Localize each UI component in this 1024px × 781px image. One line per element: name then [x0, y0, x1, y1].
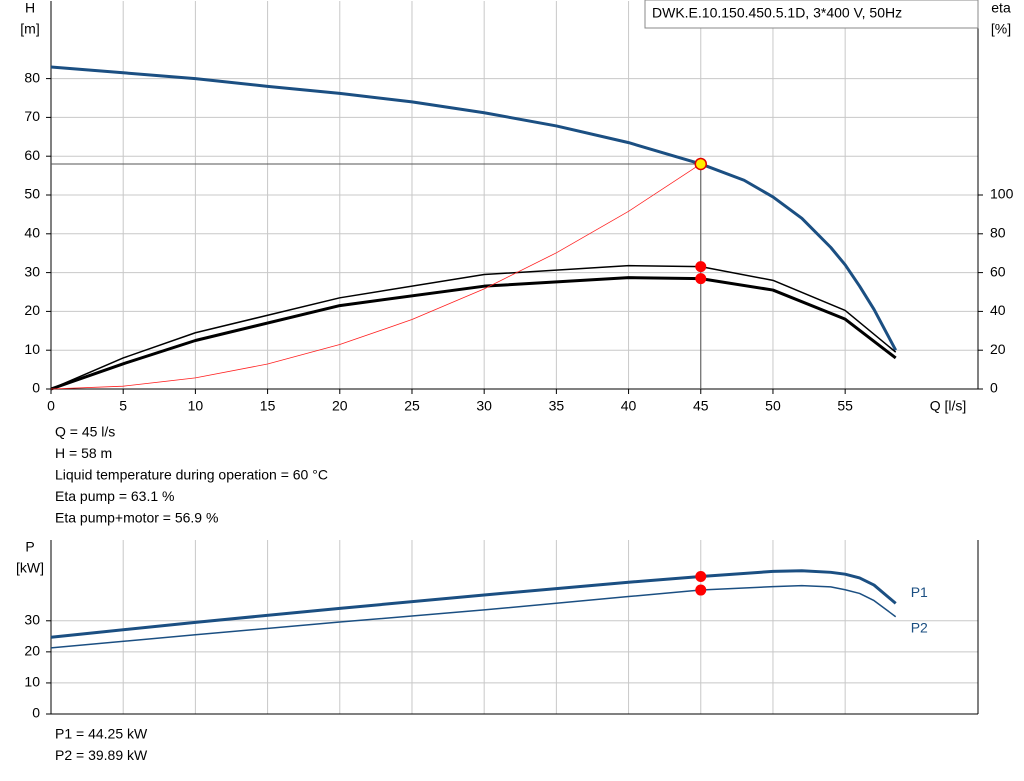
y2-tick-label: 20: [990, 341, 1006, 357]
x-tick-label: 35: [549, 398, 565, 414]
x-tick-label: 55: [837, 398, 853, 414]
x-tick-label: 25: [404, 398, 420, 414]
annotation: Eta pump = 63.1 %: [55, 488, 174, 504]
y-tick-label: 20: [24, 302, 40, 318]
y-axis-label: P: [25, 539, 34, 555]
x-tick-label: 10: [188, 398, 204, 414]
y2-tick-label: 80: [990, 225, 1006, 241]
y-tick-label: 0: [32, 705, 40, 721]
curve: [50, 276, 897, 391]
annotation: P1 = 44.25 kW: [55, 726, 148, 742]
annotation: H = 58 m: [55, 445, 112, 461]
legend-label: P1: [911, 584, 928, 600]
y2-axis-label: [%]: [991, 21, 1011, 37]
y-axis-label: [kW]: [16, 560, 44, 576]
annotation: Q = 45 l/s: [55, 424, 115, 440]
x-tick-label: 15: [260, 398, 276, 414]
curve: [50, 569, 897, 639]
duty-point: [695, 273, 707, 285]
y-tick-label: 40: [24, 225, 40, 241]
curve: [50, 264, 897, 390]
y2-axis-label: eta: [991, 0, 1011, 16]
y-tick-label: 70: [24, 108, 40, 124]
y2-tick-label: 40: [990, 302, 1006, 318]
y-tick-label: 30: [24, 611, 40, 627]
y-tick-label: 60: [24, 147, 40, 163]
curve: [50, 163, 701, 390]
duty-point: [695, 571, 707, 583]
annotation: Eta pump+motor = 56.9 %: [55, 510, 218, 526]
x-tick-label: 0: [47, 398, 55, 414]
y-tick-label: 10: [24, 341, 40, 357]
x-axis-label: Q [l/s]: [930, 398, 967, 414]
y2-tick-label: 60: [990, 263, 1006, 279]
x-tick-label: 5: [119, 398, 127, 414]
y2-tick-label: 0: [990, 380, 998, 396]
legend-label: P2: [911, 619, 928, 635]
duty-point: [695, 261, 707, 273]
curve: [50, 584, 897, 649]
y-tick-label: 50: [24, 186, 40, 202]
y-tick-label: 10: [24, 674, 40, 690]
title-box: [644, 0, 979, 29]
y-tick-label: 0: [32, 380, 40, 396]
annotation: Liquid temperature during operation = 60…: [55, 467, 328, 483]
x-tick-label: 50: [765, 398, 781, 414]
x-tick-label: 20: [332, 398, 348, 414]
y-axis-label: H: [25, 0, 35, 16]
y-tick-label: 30: [24, 263, 40, 279]
x-tick-label: 40: [621, 398, 637, 414]
x-tick-label: 30: [476, 398, 492, 414]
y-axis-label: [m]: [20, 21, 39, 37]
curve: [50, 65, 898, 351]
duty-point: [695, 584, 707, 596]
annotation: P2 = 39.89 kW: [55, 747, 148, 763]
duty-point: [694, 157, 708, 171]
x-tick-label: 45: [693, 398, 709, 414]
y2-tick-label: 100: [990, 186, 1014, 202]
y-tick-label: 80: [24, 69, 40, 85]
chart-title: DWK.E.10.150.450.5.1D, 3*400 V, 50Hz: [652, 5, 902, 21]
y-tick-label: 20: [24, 643, 40, 659]
